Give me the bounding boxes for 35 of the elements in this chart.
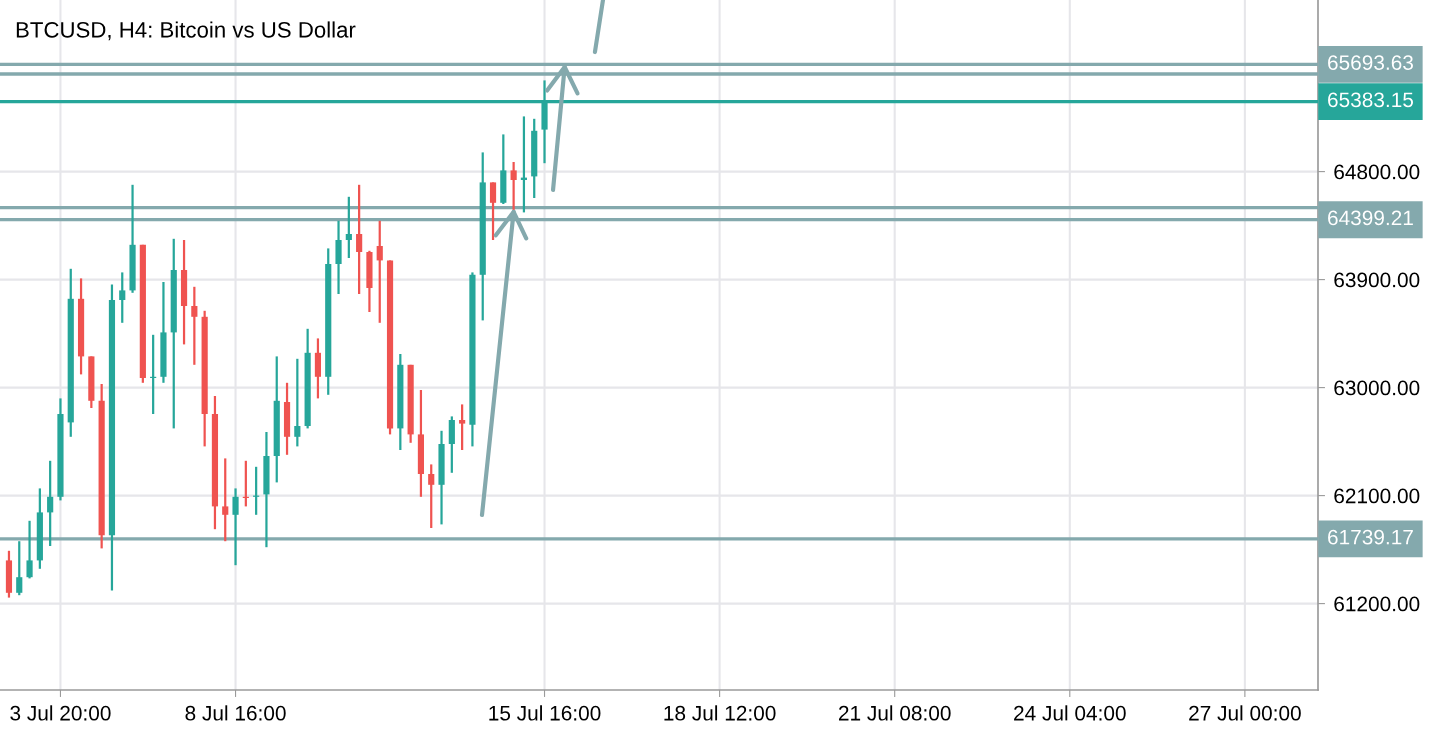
x-tick-label: 8 Jul 16:00 — [185, 705, 286, 721]
candlestick — [428, 463, 435, 530]
y-tick-label: 61200.00 — [1334, 596, 1420, 612]
candlestick — [510, 160, 517, 212]
candlestick — [47, 459, 54, 548]
candlestick — [314, 337, 322, 400]
candlestick — [376, 219, 383, 324]
y-tick-label: 62100.00 — [1334, 488, 1420, 504]
ref-line-label: 65693.63 — [1328, 55, 1413, 70]
candlestick — [448, 415, 455, 474]
candlestick — [489, 181, 497, 242]
x-tick-label: 15 Jul 16:00 — [489, 705, 601, 721]
candlestick — [232, 487, 239, 567]
y-tick-label: 63000.00 — [1334, 380, 1420, 396]
candlestick — [294, 357, 301, 448]
candlestick — [356, 183, 363, 296]
ref-line-label: 65383.15 — [1328, 92, 1414, 108]
candlestick — [119, 271, 126, 324]
x-tick-label: 18 Jul 12:00 — [664, 705, 776, 721]
x-tick-label: 27 Jul 00:00 — [1189, 705, 1301, 721]
text: BTCUSD, H4: Bitcoin vs US Dollar — [16, 21, 356, 41]
x-tick-label: 24 Jul 04:00 — [1014, 705, 1126, 721]
candlestick — [191, 285, 198, 366]
x-tick-label: 3 Jul 20:00 — [10, 705, 111, 721]
candlestick — [345, 195, 352, 260]
x-tick-label: 21 Jul 08:00 — [838, 705, 951, 721]
ref-line-label: 61739.17 — [1328, 529, 1413, 545]
y-tick-label: 64800.00 — [1334, 164, 1420, 180]
candlestick — [459, 403, 466, 452]
candlestick — [26, 519, 33, 580]
candlestick — [222, 457, 229, 543]
y-tick-label: 63900.00 — [1334, 272, 1420, 288]
candlestick — [16, 540, 23, 597]
candlestick — [335, 219, 342, 296]
ref-line-label: 64399.21 — [1328, 210, 1413, 226]
